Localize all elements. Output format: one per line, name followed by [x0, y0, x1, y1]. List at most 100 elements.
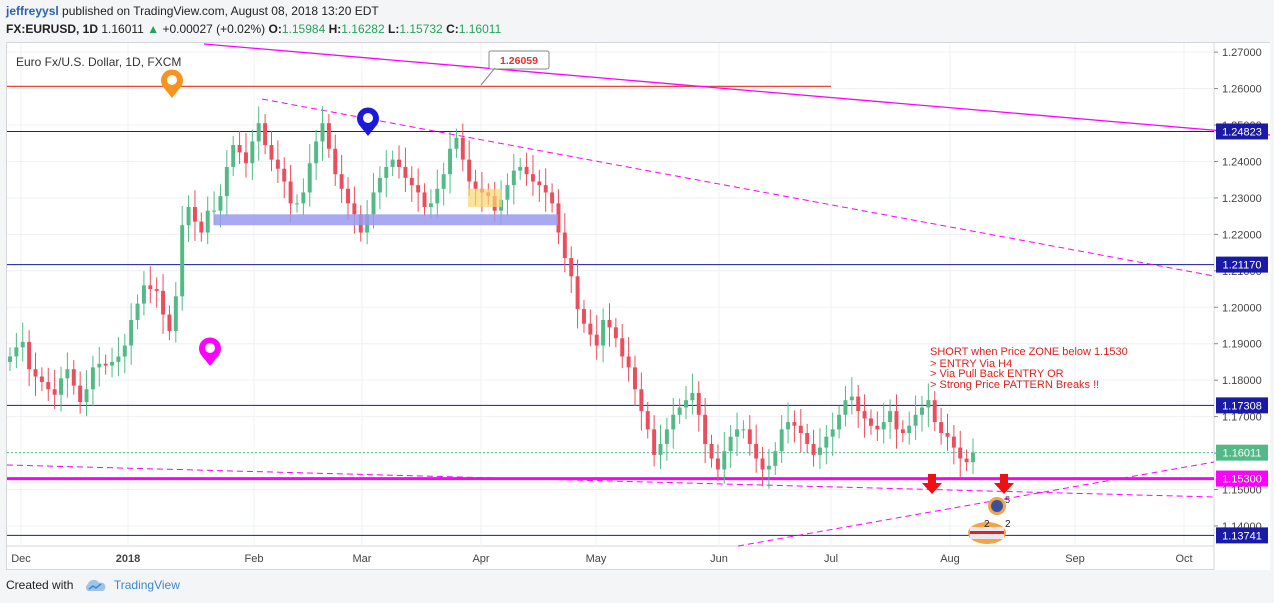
candle-body [862, 411, 867, 419]
candle-body [199, 221, 204, 233]
candle-body [709, 443, 714, 459]
candle-body [212, 210, 217, 212]
candle-body [218, 196, 223, 211]
candle-body [817, 447, 822, 455]
candle-body [110, 361, 115, 366]
time-tick-label: 2018 [116, 553, 140, 565]
candle-body [760, 458, 765, 470]
candle-body [250, 141, 255, 164]
candle-body [856, 396, 861, 412]
tradingview-brand-link[interactable]: TradingView [113, 578, 180, 592]
red-down-arrow-icon [994, 474, 1014, 494]
candle-body [907, 425, 912, 434]
candle-body [971, 452, 975, 463]
candle-body [390, 159, 395, 167]
candle-body [684, 400, 688, 408]
solid-trend-line [203, 43, 1271, 136]
blue-pin-icon[interactable] [356, 107, 379, 136]
candle-body [843, 400, 848, 415]
candle-body [830, 429, 835, 437]
dashed-trend-line [737, 461, 1215, 547]
annotation-line: > ENTRY Via H4 [930, 358, 1012, 370]
candle-body [766, 465, 771, 470]
consolidation-zone [214, 214, 558, 226]
candle-body [59, 378, 63, 395]
candle-body [295, 203, 299, 205]
flag-event-icon[interactable]: 2 2 [968, 519, 1011, 544]
candle-body [658, 443, 663, 455]
candle-body [722, 451, 727, 470]
candle-body [849, 396, 854, 401]
candle-body [97, 363, 102, 368]
svg-text:2: 2 [984, 519, 990, 530]
candle-body [920, 407, 924, 415]
candle-body [811, 443, 816, 455]
time-tick-label: Oct [1175, 553, 1192, 565]
candle-body [868, 418, 873, 426]
up-triangle-icon: ▲ [147, 22, 160, 36]
annotation-text[interactable]: SHORT when Price ZONE below 1.1530 > ENT… [930, 346, 1128, 391]
candle-body [728, 436, 733, 452]
candle-body [90, 367, 95, 390]
candle-body [243, 152, 248, 164]
candle-body [33, 369, 38, 377]
price-label-badge [1216, 444, 1268, 461]
candle-body [8, 356, 12, 362]
candle-body [677, 407, 682, 415]
candle-body [690, 392, 695, 401]
trend-lines [6, 43, 1271, 547]
price-label-text: 1.15300 [1222, 474, 1262, 486]
candle-body [607, 320, 612, 328]
candle-body [511, 170, 516, 186]
price-tick-label: 1.24000 [1222, 156, 1262, 168]
candle-body [422, 192, 427, 208]
price-label-text: 1.24823 [1222, 126, 1262, 138]
candle-body [460, 137, 465, 160]
candle-body [103, 363, 108, 366]
candle-body [186, 207, 191, 226]
flag-event-icon[interactable]: 5 [988, 495, 1010, 515]
candle-body [46, 381, 51, 390]
candle-body [333, 148, 338, 175]
candle-body [428, 203, 433, 208]
candle-body [173, 296, 178, 331]
candle-body [326, 123, 331, 149]
candle-body [205, 210, 210, 233]
candle-body [639, 389, 644, 412]
time-tick-label: Jun [710, 553, 728, 565]
price-chart[interactable]: 1.270001.260001.250001.240001.230001.220… [0, 0, 1274, 575]
candle-body [377, 177, 382, 193]
chart-title: Euro Fx/U.S. Dollar, 1D, FXCM [16, 55, 181, 69]
author-link[interactable]: jeffreyysl [6, 4, 59, 18]
price-label-text: 1.17308 [1222, 400, 1262, 412]
price-tick-label: 1.20000 [1222, 302, 1262, 314]
candle-body [20, 341, 25, 348]
candle-body [129, 320, 134, 346]
price-label-badge [1216, 470, 1268, 487]
price-tick-label: 1.22000 [1222, 229, 1262, 241]
candle-body [773, 451, 778, 466]
callout-box[interactable]: 1.26059 [480, 50, 550, 86]
tradingview-cloud-icon [85, 579, 106, 591]
candle-body [256, 123, 261, 142]
price-labels: 1.24823 1.21170 1.17308 1.16011 1.15300 1.137… [1216, 123, 1268, 544]
svg-text:5: 5 [1005, 495, 1010, 505]
candle-body [633, 367, 637, 390]
candle-body [84, 389, 89, 403]
orange-pin-icon[interactable] [161, 69, 183, 98]
publisher-line: jeffreyysl published on TradingView.com,… [6, 4, 379, 18]
close-label: C: [446, 22, 459, 36]
price-tick-label: 1.18000 [1222, 375, 1262, 387]
svg-text:2: 2 [1005, 519, 1011, 530]
candle-body [192, 207, 197, 222]
candle-body [594, 334, 599, 346]
price-tick-label: 1.26000 [1222, 84, 1262, 96]
candle-body [575, 276, 580, 310]
candle-body [263, 123, 268, 146]
candle-body [320, 123, 325, 142]
low-value: 1.15732 [399, 22, 443, 36]
candle-body [135, 303, 140, 321]
candle-body [78, 385, 83, 403]
candle-body [524, 166, 529, 175]
magenta-pin-icon[interactable] [199, 337, 221, 366]
